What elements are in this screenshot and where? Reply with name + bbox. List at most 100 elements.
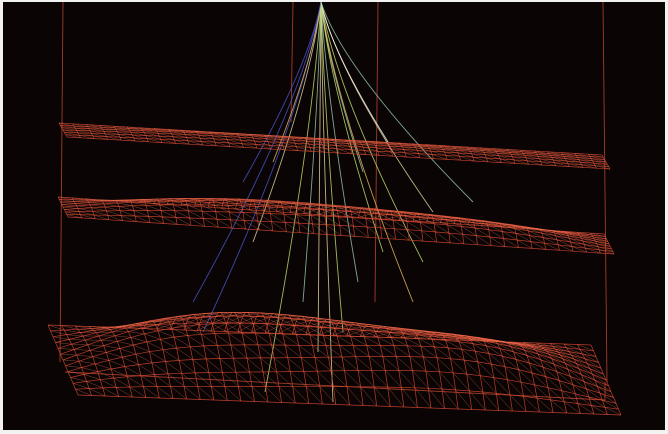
mesh-diagonal [441,333,486,411]
mesh-diagonal [371,208,396,240]
mesh-diagonal [235,133,258,149]
mesh-diagonal [75,325,119,397]
mesh-diagonal [197,312,242,402]
mesh-diagonal [561,152,583,168]
frame-line [59,2,64,363]
mesh-diagonal [317,203,342,236]
mesh-diagonal [248,133,271,150]
cable-line [192,2,322,303]
mesh-diagonal [563,343,608,415]
mesh-diagonal [265,313,309,404]
frame-line [374,2,379,303]
mesh-diagonal [71,197,96,220]
mesh-diagonal [289,136,312,152]
cable-line [252,2,322,243]
cable-line [320,2,334,403]
mesh-diagonal [208,198,232,229]
mesh-diagonal [208,131,230,147]
mesh-diagonal [102,325,147,398]
mesh-diagonal [534,150,556,167]
mesh-diagonal [590,232,615,255]
mesh-diagonal [303,202,328,235]
mesh-diagonal [276,200,301,233]
mesh-diagonal [262,199,287,233]
mesh-diagonal [520,149,543,166]
mesh-diagonal [170,314,214,401]
mesh-diagonal [411,143,434,159]
mesh-diagonal [536,342,581,414]
mesh-diagonal [316,137,339,154]
mesh-diagonal [181,129,203,146]
mesh-diagonal [289,201,314,234]
mesh-diagonal [140,127,163,143]
mesh-diagonal [98,199,123,221]
mesh-diagonal [126,199,151,223]
mesh-diagonal [494,222,519,248]
mesh-diagonal [305,317,350,406]
mesh-diagonal [85,198,109,221]
mesh-diagonal [453,217,478,246]
mesh-diagonal [344,206,369,238]
mesh-diagonal [72,123,95,139]
mesh-diagonal [139,198,164,224]
mesh-diagonal [333,320,377,407]
mesh-layer-middle [57,196,615,255]
mesh-diagonal [574,153,597,169]
mesh-diagonal [506,149,529,165]
frame-line [602,2,608,383]
mesh-diagonal [384,141,407,158]
mesh-diagonal [439,145,461,161]
mesh-diagonal [357,140,380,156]
mesh-diagonal [58,122,81,139]
mesh-diagonal [113,125,135,142]
frame-line [290,2,294,123]
mesh-diagonal [292,315,337,405]
mesh-diagonal [115,323,160,399]
mesh-diagonal [262,134,285,151]
mesh-diagonal [249,199,273,232]
mesh-diagonal [414,330,459,410]
mesh-diagonal [47,324,92,396]
mesh-diagonal [235,198,260,231]
mesh-layer-top [58,122,611,170]
mesh-diagonal [412,212,437,243]
mesh-diagonal [577,344,622,416]
cable-line [320,2,384,253]
mesh-diagonal [251,312,296,404]
mesh-diagonal [330,138,353,155]
mesh-diagonal [371,141,393,157]
mesh-diagonal [535,228,560,251]
mesh-diagonal [221,132,244,148]
cable-line [242,2,322,183]
mesh-diagonal [523,342,567,414]
mesh-diagonal [452,145,475,162]
mesh-diagonal [481,220,505,247]
mesh-diagonal [399,211,424,242]
mesh-diagonal [588,153,611,170]
mesh-diagonal [479,147,502,163]
mesh-diagonal [330,204,355,237]
mesh-diagonal [466,146,488,163]
mesh-diagonal [398,142,420,159]
mesh-diagonal [276,135,298,151]
mesh-diagonal [88,326,133,398]
mesh-diagonal [576,231,601,254]
mesh-diagonal [57,196,82,219]
mesh-diagonal [167,129,190,145]
mesh-diagonal [112,199,137,222]
mesh-diagonal [156,316,201,400]
mesh-diagonal [194,130,217,147]
mesh-diagonal [467,218,492,246]
mesh-diagonal [126,126,149,143]
mesh-diagonal [425,144,448,160]
mesh-diagonal [387,327,432,409]
mesh-diagonal [142,318,187,400]
mesh-diagonal [180,198,205,227]
mesh-diagonal [549,230,574,252]
mesh-diagonal [210,312,255,402]
mesh-diagonal [440,215,464,245]
mesh-diagonal [426,214,451,244]
mesh-diagonal [237,312,282,403]
mesh-diagonal [385,210,410,241]
